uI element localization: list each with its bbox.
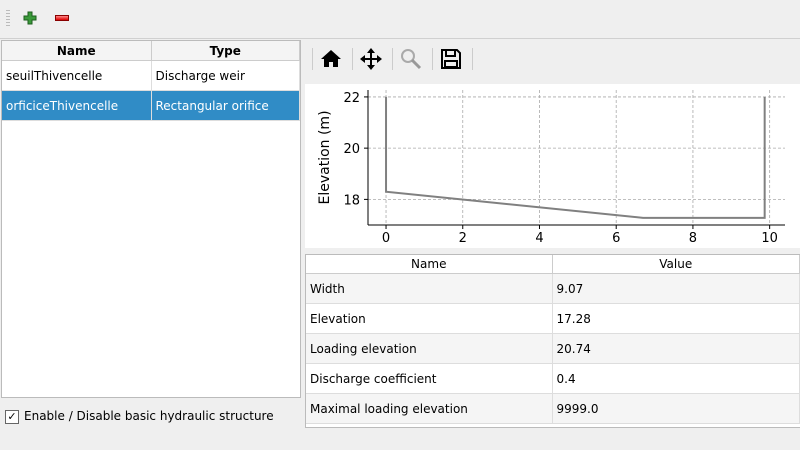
pan-icon[interactable] — [359, 47, 383, 71]
x-tick-label: 10 — [761, 231, 778, 246]
elevation-chart[interactable]: 0 2 4 6 8 10 18 20 22 Elevation (m) — [305, 84, 800, 248]
y-tick-label: 22 — [343, 91, 360, 106]
table-row[interactable]: Width 9.07 — [306, 274, 800, 304]
toolbar-grip[interactable] — [6, 10, 10, 28]
table-row[interactable]: Maximal loading elevation 9999.0 — [306, 394, 800, 424]
enable-checkbox[interactable]: ✓ — [5, 410, 19, 424]
param-name: Elevation — [306, 304, 553, 333]
param-value[interactable]: 0.4 — [553, 364, 800, 393]
table-row[interactable]: Loading elevation 20.74 — [306, 334, 800, 364]
param-value[interactable]: 17.28 — [553, 304, 800, 333]
cell-type: Discharge weir — [152, 61, 300, 90]
home-icon[interactable] — [319, 47, 343, 71]
table-row[interactable]: Discharge coefficient 0.4 — [306, 364, 800, 394]
x-tick-label: 8 — [689, 231, 697, 246]
remove-structure-button[interactable] — [55, 15, 69, 21]
column-header-type[interactable]: Type — [152, 41, 300, 60]
enable-checkbox-label[interactable]: Enable / Disable basic hydraulic structu… — [24, 409, 274, 423]
column-header-name[interactable]: Name — [2, 41, 152, 60]
column-header-name[interactable]: Name — [306, 255, 553, 273]
table-row[interactable]: seuilThivencelle Discharge weir — [2, 61, 300, 91]
structures-table: Name Type seuilThivencelle Discharge weir … — [1, 40, 301, 398]
main-toolbar — [0, 0, 800, 39]
x-tick-label: 6 — [612, 231, 620, 246]
parameters-table: Name Value Width 9.07 Elevation 17.28 Loading… — [305, 254, 800, 428]
series-line — [385, 96, 766, 219]
zoom-icon[interactable] — [399, 47, 423, 71]
y-tick-label: 18 — [343, 193, 360, 208]
param-value[interactable]: 9.07 — [553, 274, 800, 303]
param-value[interactable]: 9999.0 — [553, 394, 800, 423]
param-name: Width — [306, 274, 553, 303]
param-name: Loading elevation — [306, 334, 553, 363]
y-axis-label: Elevation (m) — [317, 110, 333, 204]
y-tick-label: 20 — [343, 142, 360, 157]
column-header-value[interactable]: Value — [553, 255, 800, 273]
table-row[interactable]: Elevation 17.28 — [306, 304, 800, 334]
table-row-selected[interactable]: orficiceThivencelle Rectangular orifice — [2, 91, 300, 121]
param-name: Discharge coefficient — [306, 364, 553, 393]
cell-name: orficiceThivencelle — [2, 91, 152, 120]
add-structure-button[interactable] — [23, 11, 37, 25]
x-tick-label: 2 — [459, 231, 467, 246]
save-icon[interactable] — [439, 47, 463, 71]
x-tick-label: 0 — [382, 231, 390, 246]
cell-name: seuilThivencelle — [2, 61, 152, 90]
param-value[interactable]: 20.74 — [553, 334, 800, 363]
x-tick-label: 4 — [535, 231, 543, 246]
param-name: Maximal loading elevation — [306, 394, 553, 423]
cell-type: Rectangular orifice — [152, 91, 300, 120]
